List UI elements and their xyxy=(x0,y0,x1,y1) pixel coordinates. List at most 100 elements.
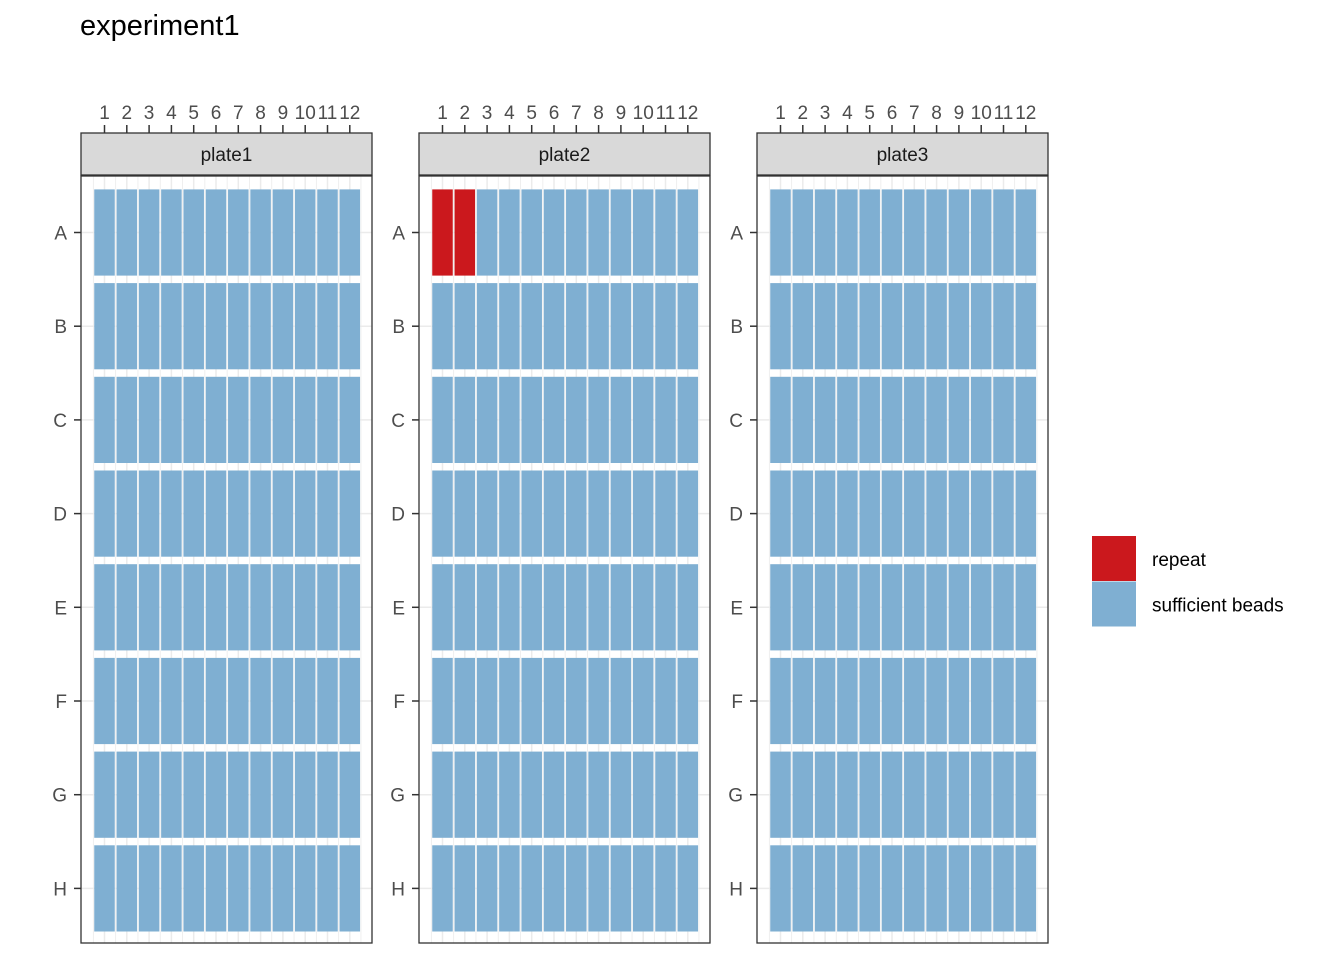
well-tile-plate3-F8 xyxy=(926,657,947,745)
y-tick-label: F xyxy=(393,692,405,713)
well-tile-plate3-A2 xyxy=(792,189,814,276)
well-tile-plate2-F7 xyxy=(566,657,587,745)
x-tick-label: 5 xyxy=(526,103,537,124)
well-tile-plate2-G5 xyxy=(521,751,542,838)
x-tick-label: 12 xyxy=(677,103,698,124)
well-tile-plate1-D3 xyxy=(138,470,160,557)
well-tile-plate2-H9 xyxy=(610,845,632,932)
x-tick-label: 12 xyxy=(1015,103,1036,124)
well-tile-plate2-B6 xyxy=(543,283,565,370)
well-tile-plate1-A10 xyxy=(294,189,316,276)
well-tile-plate3-G2 xyxy=(792,751,814,838)
well-tile-plate3-G5 xyxy=(859,751,880,838)
well-tile-plate2-D6 xyxy=(543,470,565,557)
well-tile-plate2-E3 xyxy=(476,564,498,651)
well-tile-plate1-F1 xyxy=(94,657,115,745)
well-tile-plate1-B4 xyxy=(161,283,182,370)
well-tile-plate2-A12 xyxy=(677,189,699,276)
well-tile-plate1-B10 xyxy=(294,283,316,370)
well-tile-plate1-B11 xyxy=(317,283,338,370)
well-tile-plate1-C12 xyxy=(339,376,361,464)
well-tile-plate2-A9 xyxy=(610,189,632,276)
well-tile-plate2-A6 xyxy=(543,189,565,276)
x-tick-label: 5 xyxy=(864,103,875,124)
well-tile-plate2-D5 xyxy=(521,470,542,557)
well-tile-plate3-G11 xyxy=(993,751,1014,838)
well-tile-plate3-F4 xyxy=(837,657,858,745)
well-tile-plate2-G2 xyxy=(454,751,476,838)
x-tick-label: 10 xyxy=(971,103,992,124)
legend-key-repeat xyxy=(1092,536,1136,581)
well-tile-plate3-A4 xyxy=(837,189,858,276)
well-tile-plate3-H5 xyxy=(859,845,880,932)
well-tile-plate3-A5 xyxy=(859,189,880,276)
well-tile-plate1-C9 xyxy=(272,376,294,464)
well-tile-plate1-G2 xyxy=(116,751,138,838)
well-tile-plate2-B5 xyxy=(521,283,542,370)
well-tile-plate2-B8 xyxy=(588,283,609,370)
well-tile-plate3-B10 xyxy=(970,283,992,370)
y-tick-label: C xyxy=(53,411,67,432)
well-tile-plate3-A12 xyxy=(1015,189,1037,276)
well-tile-plate1-H8 xyxy=(250,845,271,932)
well-tile-plate3-C4 xyxy=(837,376,858,464)
well-tile-plate1-G3 xyxy=(138,751,160,838)
well-tile-plate1-D6 xyxy=(205,470,227,557)
well-tile-plate2-A1 xyxy=(432,189,453,276)
well-tile-plate2-C9 xyxy=(610,376,632,464)
well-tile-plate2-A8 xyxy=(588,189,609,276)
well-tile-plate3-B8 xyxy=(926,283,947,370)
well-tile-plate2-A11 xyxy=(655,189,676,276)
well-tile-plate2-A10 xyxy=(632,189,654,276)
well-tile-plate3-E7 xyxy=(904,564,925,651)
well-tile-plate1-G8 xyxy=(250,751,271,838)
facet-strip xyxy=(756,132,1049,176)
well-tile-plate1-D2 xyxy=(116,470,138,557)
well-tile-plate2-E9 xyxy=(610,564,632,651)
legend-label: repeat xyxy=(1152,550,1207,571)
well-tile-plate3-H2 xyxy=(792,845,814,932)
well-tile-plate2-H8 xyxy=(588,845,609,932)
well-tile-plate2-F5 xyxy=(521,657,542,745)
well-tile-plate2-A2 xyxy=(454,189,476,276)
well-tile-plate2-H6 xyxy=(543,845,565,932)
well-tile-plate3-F1 xyxy=(770,657,791,745)
well-tile-plate3-D6 xyxy=(881,470,903,557)
well-tile-plate3-B3 xyxy=(814,283,836,370)
x-tick-label: 3 xyxy=(144,103,155,124)
well-tile-plate1-F4 xyxy=(161,657,182,745)
x-tick-label: 8 xyxy=(593,103,604,124)
well-tile-plate1-D5 xyxy=(183,470,204,557)
x-tick-label: 2 xyxy=(122,103,133,124)
well-tile-plate2-F8 xyxy=(588,657,609,745)
well-tile-plate3-C9 xyxy=(948,376,970,464)
y-tick-label: E xyxy=(392,598,405,619)
y-tick-label: A xyxy=(54,224,67,245)
well-tile-plate2-C2 xyxy=(454,376,476,464)
well-tile-plate2-B10 xyxy=(632,283,654,370)
well-tile-plate1-D7 xyxy=(228,470,249,557)
well-tile-plate3-A9 xyxy=(948,189,970,276)
well-tile-plate2-D10 xyxy=(632,470,654,557)
well-tile-plate1-B9 xyxy=(272,283,294,370)
well-tile-plate3-C8 xyxy=(926,376,947,464)
well-tile-plate1-A7 xyxy=(228,189,249,276)
x-tick-label: 7 xyxy=(233,103,244,124)
well-tile-plate1-D10 xyxy=(294,470,316,557)
well-tile-plate3-C1 xyxy=(770,376,791,464)
well-tile-plate1-F2 xyxy=(116,657,138,745)
well-tile-plate1-F5 xyxy=(183,657,204,745)
well-tile-plate3-B2 xyxy=(792,283,814,370)
well-tile-plate3-A6 xyxy=(881,189,903,276)
well-tile-plate3-A8 xyxy=(926,189,947,276)
y-tick-label: G xyxy=(728,786,743,807)
well-tile-plate1-H5 xyxy=(183,845,204,932)
legend-label: sufficient beads xyxy=(1152,595,1284,616)
well-tile-plate2-E10 xyxy=(632,564,654,651)
well-tile-plate1-G10 xyxy=(294,751,316,838)
well-tile-plate2-C11 xyxy=(655,376,676,464)
well-tile-plate3-F11 xyxy=(993,657,1014,745)
well-tile-plate1-G11 xyxy=(317,751,338,838)
well-tile-plate3-D3 xyxy=(814,470,836,557)
well-tile-plate1-A8 xyxy=(250,189,271,276)
